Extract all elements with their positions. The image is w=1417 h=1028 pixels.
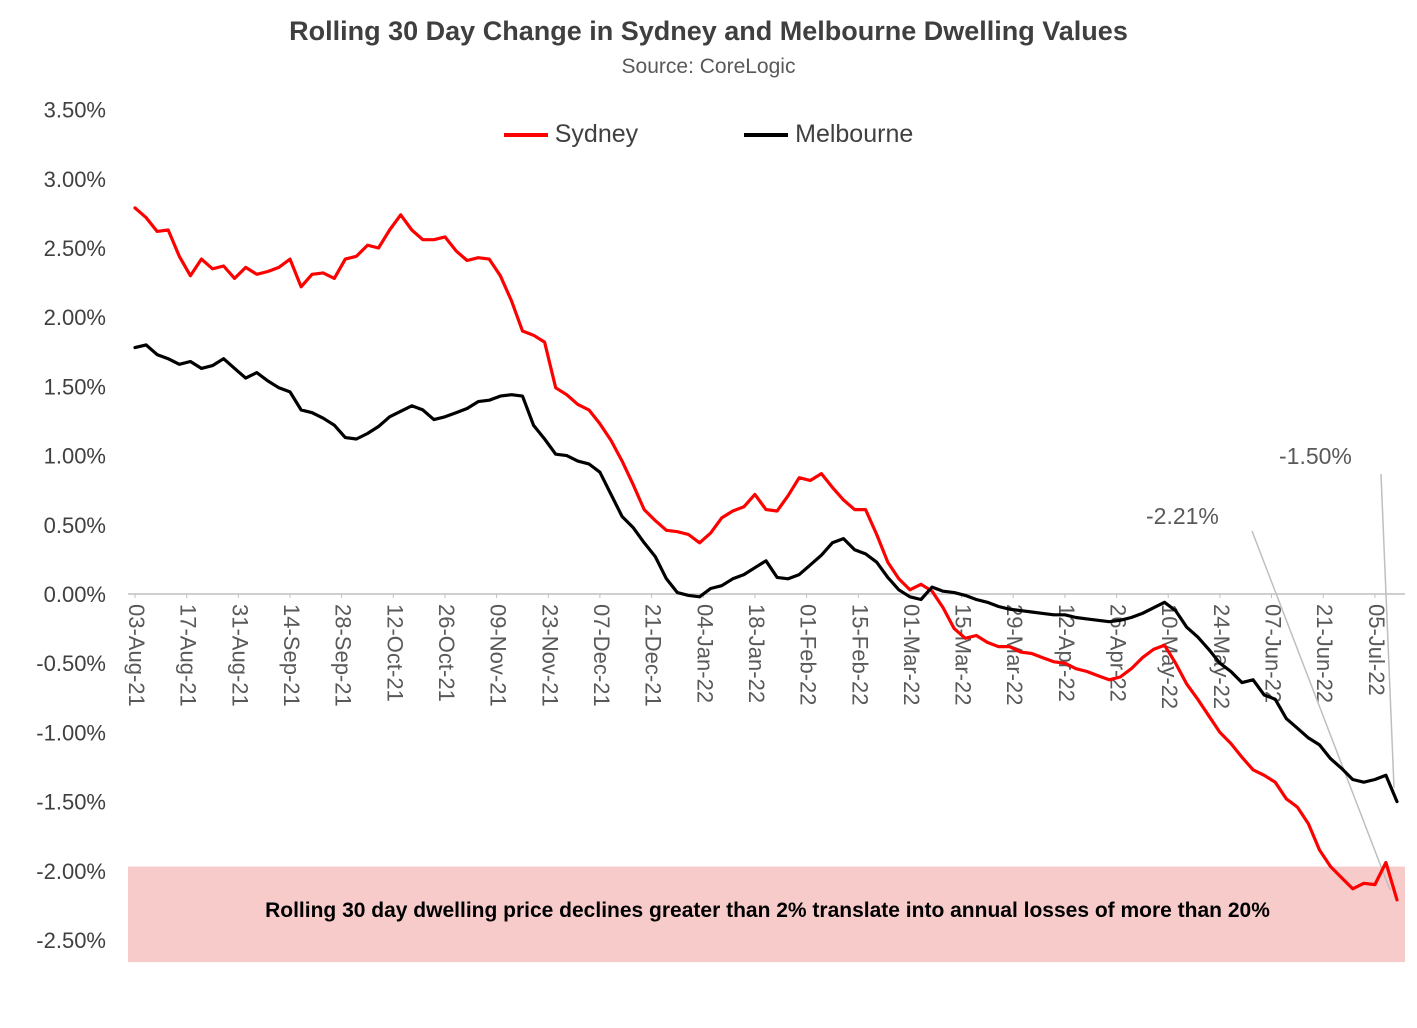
y-tick-label: -2.00% [36,859,106,884]
chart-source: Source: CoreLogic [621,55,796,78]
y-tick-label: 3.00% [44,167,106,192]
legend-label-melbourne: Melbourne [795,120,914,148]
x-tick-label: 26-Oct-21 [434,604,459,702]
x-tick-label: 09-Nov-21 [486,604,511,707]
y-tick-label: -1.00% [36,720,106,745]
annotation-melbourne-end: -1.50% [1279,443,1352,469]
legend-item-sydney: Sydney [503,120,639,149]
leader-line-sydney [1251,530,1391,891]
sydney-line-swatch [503,132,548,137]
x-tick-label: 31-Aug-21 [227,604,252,707]
x-tick-label: 18-Jan-22 [744,604,769,703]
y-tick-label: 2.00% [44,305,106,330]
x-tick-label: 28-Sep-21 [331,604,356,707]
melbourne-line-swatch [744,132,789,137]
x-tick-label: 17-Aug-21 [176,604,201,707]
x-tick-label: 05-Jul-22 [1364,604,1389,696]
highlight-band [128,866,1405,963]
y-tick-label: 0.50% [44,513,106,538]
x-tick-label: 07-Dec-21 [589,604,614,707]
x-tick-label: 21-Jun-22 [1312,604,1337,703]
x-tick-label: 03-Aug-21 [124,604,149,707]
annotation-sydney-end: -2.21% [1146,503,1219,529]
x-tick-label: 04-Jan-22 [692,604,717,703]
band-note: Rolling 30 day dwelling price declines g… [265,899,1270,922]
x-tick-label: 15-Feb-22 [847,604,872,706]
y-tick-label: -0.50% [36,651,106,676]
x-tick-label: 01-Feb-22 [796,604,821,706]
x-tick-label: 07-Jun-22 [1261,604,1286,703]
legend-label-sydney: Sydney [554,120,639,148]
legend-item-melbourne: Melbourne [744,120,913,149]
x-tick-label: 01-Mar-22 [899,604,924,705]
leader-line-melbourne [1380,473,1395,788]
sydney-line [133,206,1399,902]
y-tick-label: 1.00% [44,444,106,469]
y-tick-label: -2.50% [36,928,106,953]
chart-title: Rolling 30 Day Change in Sydney and Melb… [289,16,1128,46]
x-tick-label: 23-Nov-21 [537,604,562,707]
y-tick-label: 1.50% [44,374,106,399]
x-tick-label: 12-Oct-21 [382,604,407,702]
y-tick-label: 0.00% [44,582,106,607]
x-tick-label: 29-Mar-22 [1002,604,1027,705]
y-tick-label: 3.50% [44,98,106,123]
x-tick-label: 12-Apr-22 [1054,604,1079,702]
y-tick-label: -1.50% [36,790,106,815]
y-tick-label: 2.50% [44,236,106,261]
melbourne-line [133,343,1399,804]
x-tick-label: 21-Dec-21 [641,604,666,707]
x-tick-label: 14-Sep-21 [279,604,304,707]
x-tick-label: 15-Mar-22 [951,604,976,705]
legend: Sydney Melbourne [0,120,1417,149]
